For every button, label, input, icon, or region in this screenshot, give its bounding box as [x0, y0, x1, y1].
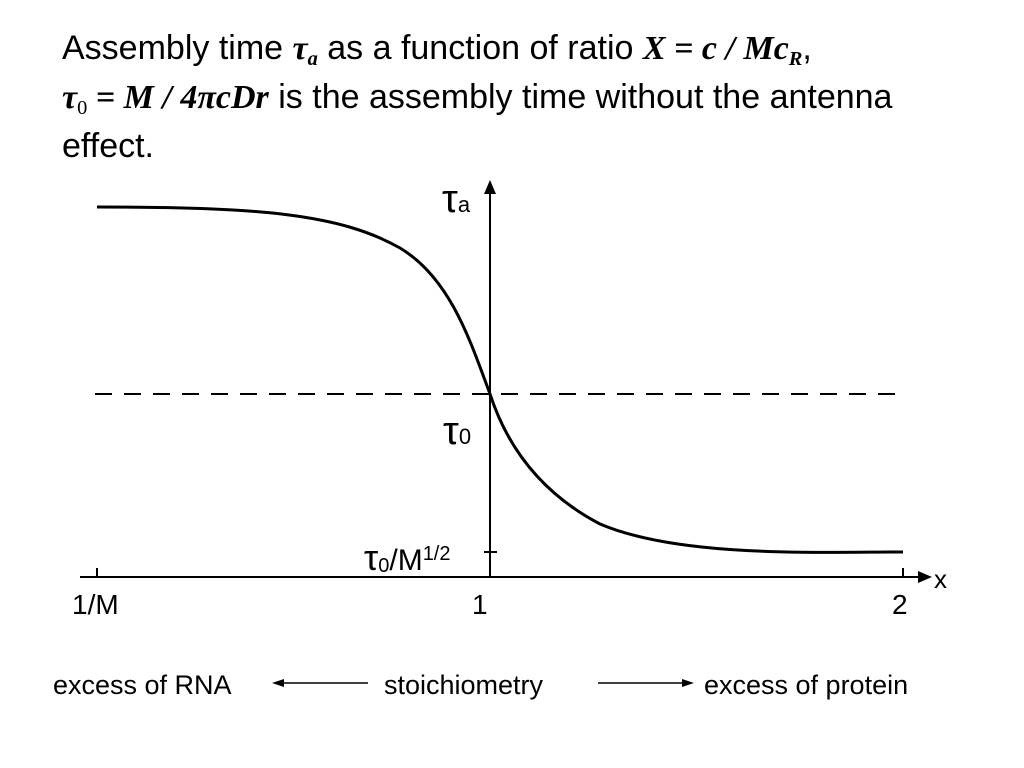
x-ratio-formula: X = c / McR	[642, 30, 803, 71]
tau0-formula: τ0 = M / 4πcDr	[62, 79, 269, 120]
arrow-left-head-icon	[272, 679, 284, 687]
arrow-right-head-icon	[682, 679, 694, 687]
tau0-label: τ0	[443, 409, 471, 453]
title-text-2: as a function of ratio	[317, 29, 643, 67]
caption-stoichiometry: stoichiometry	[384, 670, 544, 700]
assembly-time-curve	[96, 205, 904, 554]
axis-caption: excess of RNA stoichiometry excess of pr…	[0, 662, 1024, 712]
caption-excess-protein: excess of protein	[704, 670, 909, 700]
tick-label-1M: 1/M	[72, 589, 119, 620]
y-axis-label: τa	[442, 177, 471, 221]
x-axis-arrowhead	[918, 571, 932, 583]
title-text-3: is the assembly time without the antenna…	[62, 78, 893, 165]
caption-excess-rna: excess of RNA	[53, 670, 232, 700]
tau0-over-sqrt-m-label: τ0/M1/2	[364, 537, 451, 578]
y-axis-arrowhead	[484, 180, 496, 194]
tau-a-symbol: τa	[292, 30, 318, 71]
tick-label-2: 2	[892, 589, 908, 620]
title-text-1: Assembly time	[62, 29, 293, 67]
slide-title: Assembly time τa as a function of ratio …	[62, 24, 962, 170]
tick-label-1: 1	[472, 589, 488, 620]
x-axis-label: x	[934, 564, 947, 594]
title-comma: ,	[802, 29, 812, 67]
